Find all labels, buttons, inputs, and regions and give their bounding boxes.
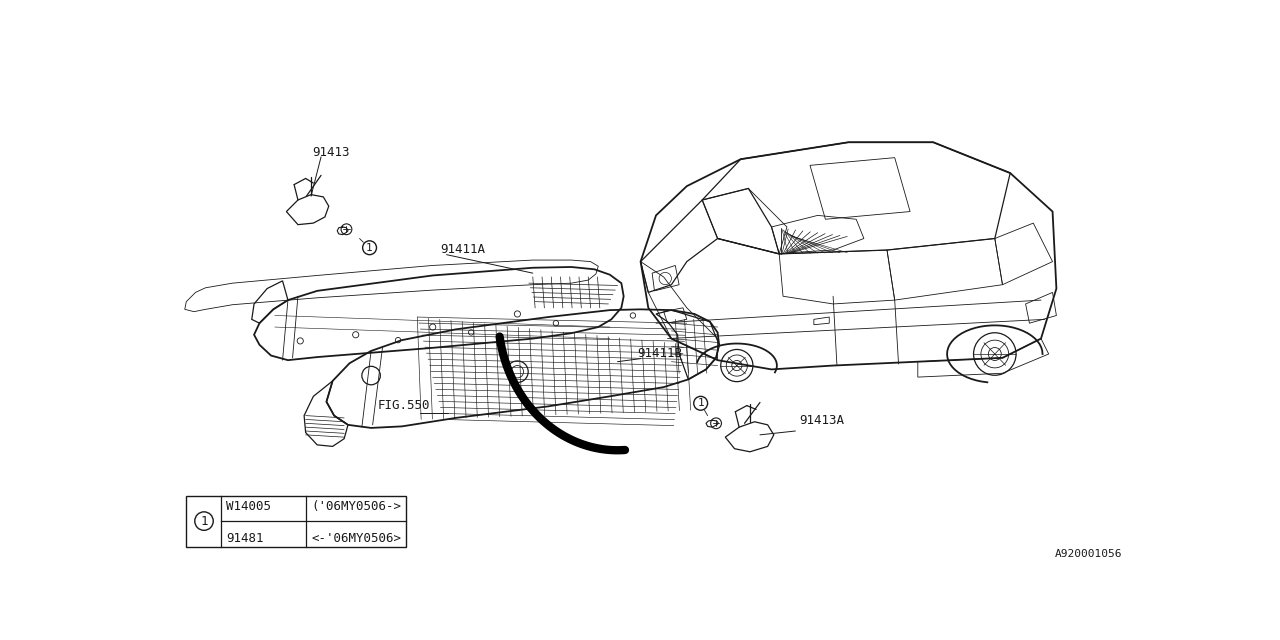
- Text: 1: 1: [698, 398, 704, 408]
- Text: 91481: 91481: [227, 532, 264, 545]
- Text: 91413: 91413: [312, 146, 349, 159]
- Text: <-'06MY0506>: <-'06MY0506>: [312, 532, 402, 545]
- Text: 91413A: 91413A: [799, 414, 845, 427]
- Text: 1: 1: [366, 243, 372, 253]
- Text: ('06MY0506->: ('06MY0506->: [312, 500, 402, 513]
- Bar: [187, 497, 406, 547]
- Text: 91411B: 91411B: [636, 347, 682, 360]
- Text: W14005: W14005: [227, 500, 271, 513]
- Text: 91411A: 91411A: [440, 243, 485, 256]
- Text: 1: 1: [200, 515, 207, 527]
- Text: A920001056: A920001056: [1055, 549, 1121, 559]
- Text: FIG.550: FIG.550: [378, 399, 430, 412]
